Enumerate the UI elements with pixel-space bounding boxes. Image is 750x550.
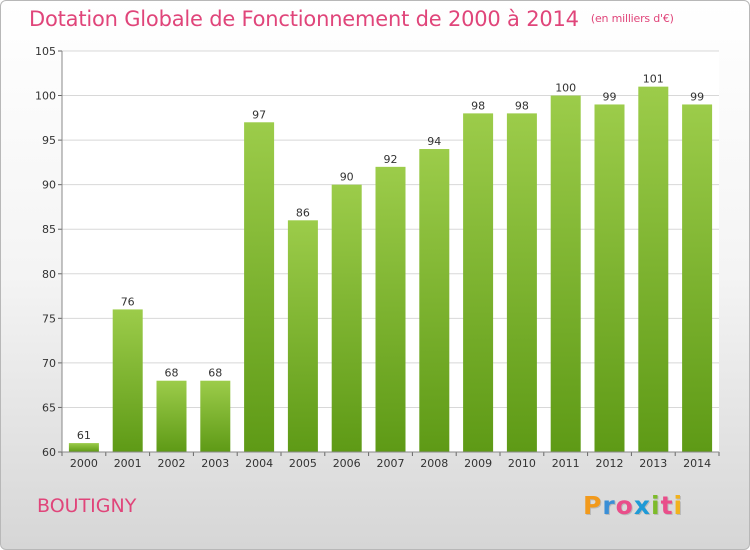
logo-letter: r bbox=[602, 491, 616, 520]
x-tick-label-2004: 2004 bbox=[245, 457, 273, 470]
bar-2014 bbox=[682, 104, 713, 452]
x-tick-label-2010: 2010 bbox=[508, 457, 536, 470]
bar-2003 bbox=[200, 380, 231, 452]
y-tick-label: 60 bbox=[42, 446, 56, 459]
logo-letter: o bbox=[615, 491, 634, 520]
value-label-2003: 68 bbox=[208, 367, 222, 380]
x-tick-label-2000: 2000 bbox=[70, 457, 98, 470]
bar-2012 bbox=[594, 104, 625, 452]
value-label-2014: 99 bbox=[690, 90, 704, 103]
x-tick-label-2006: 2006 bbox=[333, 457, 361, 470]
bar-2011 bbox=[550, 95, 581, 453]
value-label-2009: 98 bbox=[471, 99, 485, 112]
proxiti-logo: Proxiti bbox=[583, 491, 683, 520]
value-label-2002: 68 bbox=[165, 367, 179, 380]
value-label-2005: 86 bbox=[296, 206, 310, 219]
chart-subtitle: (en milliers d'€) bbox=[590, 12, 674, 25]
chart-title: Dotation Globale de Fonctionnement de 20… bbox=[29, 7, 674, 31]
y-tick-label: 90 bbox=[42, 179, 56, 192]
logo-letter: i bbox=[651, 491, 661, 520]
logo-letter: t bbox=[660, 491, 674, 520]
y-tick-label: 70 bbox=[42, 357, 56, 370]
value-label-2000: 61 bbox=[77, 429, 91, 442]
chart-title-text: Dotation Globale de Fonctionnement de 20… bbox=[29, 7, 579, 31]
value-label-2011: 100 bbox=[555, 82, 576, 95]
x-tick-label-2005: 2005 bbox=[289, 457, 317, 470]
y-tick-label: 85 bbox=[42, 223, 56, 236]
y-tick-label: 105 bbox=[35, 45, 56, 58]
x-tick-label-2003: 2003 bbox=[201, 457, 229, 470]
bar-2004 bbox=[244, 122, 275, 453]
bar-2005 bbox=[287, 220, 318, 452]
x-tick-label-2002: 2002 bbox=[158, 457, 186, 470]
x-tick-label-2012: 2012 bbox=[596, 457, 624, 470]
value-label-2004: 97 bbox=[252, 108, 266, 121]
bar-2007 bbox=[375, 166, 406, 452]
x-tick-label-2007: 2007 bbox=[377, 457, 405, 470]
bar-2009 bbox=[463, 113, 494, 452]
y-tick-label: 75 bbox=[42, 312, 56, 325]
x-tick-label-2011: 2011 bbox=[552, 457, 580, 470]
x-tick-label-2014: 2014 bbox=[683, 457, 711, 470]
value-label-2008: 94 bbox=[427, 135, 441, 148]
y-tick-label: 100 bbox=[35, 90, 56, 103]
logo-letter: P bbox=[583, 491, 603, 520]
value-label-2012: 99 bbox=[603, 90, 617, 103]
bar-2001 bbox=[112, 309, 143, 452]
x-tick-label-2009: 2009 bbox=[464, 457, 492, 470]
value-label-2010: 98 bbox=[515, 99, 529, 112]
logo-letter: x bbox=[633, 491, 651, 520]
y-tick-label: 65 bbox=[42, 401, 56, 414]
commune-name: BOUTIGNY bbox=[37, 495, 137, 517]
value-label-2006: 90 bbox=[340, 171, 354, 184]
value-label-2001: 76 bbox=[121, 295, 135, 308]
y-tick-label: 95 bbox=[42, 134, 56, 147]
value-label-2007: 92 bbox=[384, 153, 398, 166]
value-label-2013: 101 bbox=[643, 73, 664, 86]
bar-2002 bbox=[156, 380, 187, 452]
bar-2008 bbox=[419, 149, 450, 452]
x-tick-label-2008: 2008 bbox=[420, 457, 448, 470]
bar-2006 bbox=[331, 184, 362, 452]
y-tick-label: 80 bbox=[42, 268, 56, 281]
logo-letter: i bbox=[673, 491, 684, 520]
bar-2000 bbox=[68, 443, 99, 452]
x-tick-label-2013: 2013 bbox=[639, 457, 667, 470]
bar-2013 bbox=[638, 86, 669, 453]
bar-2010 bbox=[506, 113, 537, 452]
x-tick-label-2001: 2001 bbox=[114, 457, 142, 470]
